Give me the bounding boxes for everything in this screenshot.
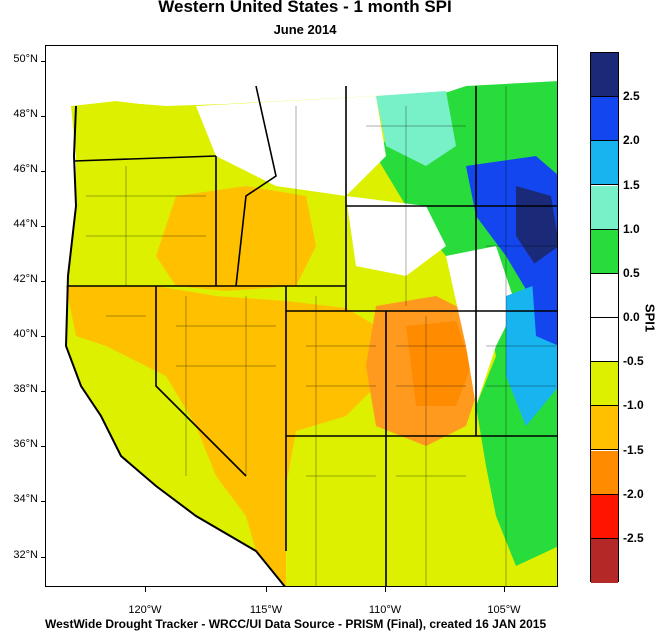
lat-label-46: 46°N bbox=[13, 163, 38, 175]
lat-tick bbox=[41, 171, 46, 172]
lat-label-48: 48°N bbox=[13, 108, 38, 120]
lon-tick bbox=[266, 587, 267, 592]
colorbar-tick-label: -1.0 bbox=[623, 398, 644, 413]
state-boundaries bbox=[68, 85, 557, 586]
coastline bbox=[64, 105, 286, 586]
lat-tick bbox=[41, 391, 46, 392]
lat-label-40: 40°N bbox=[13, 328, 38, 340]
colorbar-segment bbox=[591, 97, 618, 142]
colorbar-segment bbox=[591, 318, 618, 363]
colorbar-segment bbox=[591, 538, 618, 583]
map-subtitle: June 2014 bbox=[273, 22, 337, 37]
colorbar-segment bbox=[591, 141, 618, 186]
lat-label-50: 50°N bbox=[13, 53, 38, 65]
colorbar-tick-label: -2.0 bbox=[623, 486, 644, 501]
lon-label-105: 105°W bbox=[487, 604, 521, 616]
colorbar-tick-label: 2.0 bbox=[623, 133, 640, 148]
neutral-area-wyoming bbox=[346, 196, 446, 276]
county-boundaries bbox=[86, 86, 556, 586]
colorbar-tick-label: 0.0 bbox=[623, 310, 640, 324]
lat-label-36: 36°N bbox=[13, 438, 38, 450]
lat-tick bbox=[41, 446, 46, 447]
colorbar-segment bbox=[591, 362, 618, 407]
lat-label-42: 42°N bbox=[13, 273, 38, 285]
colorbar-tick-label: -0.5 bbox=[623, 354, 644, 369]
colorbar-segment bbox=[591, 53, 618, 98]
colorbar bbox=[590, 52, 619, 583]
colorbar-tick-label: 1.5 bbox=[623, 177, 640, 192]
wet-area-montana bbox=[376, 91, 456, 166]
lat-label-44: 44°N bbox=[13, 218, 38, 230]
lon-tick bbox=[145, 587, 146, 592]
lat-tick bbox=[41, 557, 46, 558]
map-title: Western United States - 1 month SPI bbox=[158, 0, 452, 16]
lat-label-34: 34°N bbox=[13, 493, 38, 505]
lat-label-32: 32°N bbox=[13, 549, 38, 561]
lat-tick bbox=[41, 61, 46, 62]
drought-area-southwest bbox=[66, 286, 396, 586]
drought-area-great-basin bbox=[156, 186, 316, 291]
spi-map-svg bbox=[46, 46, 557, 586]
lat-tick bbox=[41, 226, 46, 227]
colorbar-tick-label: 2.5 bbox=[623, 89, 640, 104]
colorbar-tick-label: 1.0 bbox=[623, 221, 640, 236]
lat-tick bbox=[41, 116, 46, 117]
lon-label-115: 115°W bbox=[249, 604, 283, 616]
colorbar-unit-label: SPI1 bbox=[642, 303, 658, 333]
lat-tick bbox=[41, 281, 46, 282]
lon-tick bbox=[504, 587, 505, 592]
neutral-area-montana bbox=[196, 96, 386, 196]
lon-tick bbox=[385, 587, 386, 592]
wet-area-plains-white bbox=[446, 246, 516, 406]
lat-tick bbox=[41, 336, 46, 337]
footer-credit: WestWide Drought Tracker - WRCC/UI Data … bbox=[45, 617, 547, 631]
colorbar-segment bbox=[591, 406, 618, 451]
colorbar-tick-label: -2.5 bbox=[623, 530, 644, 545]
drought-area-southern-rockies bbox=[406, 321, 471, 406]
colorbar-tick-label: -1.5 bbox=[623, 442, 644, 457]
colorbar-tick-label: 0.5 bbox=[623, 265, 640, 280]
lon-label-110: 110°W bbox=[368, 604, 402, 616]
colorbar-segment bbox=[591, 229, 618, 274]
colorbar-segment bbox=[591, 185, 618, 230]
colorbar-segment bbox=[591, 450, 618, 495]
lat-tick bbox=[41, 501, 46, 502]
colorbar-segment bbox=[591, 273, 618, 318]
lon-label-120: 120°W bbox=[128, 604, 162, 616]
colorbar-segment bbox=[591, 494, 618, 539]
lat-label-38: 38°N bbox=[13, 383, 38, 395]
spi-map bbox=[45, 45, 558, 587]
very-wet-area-kansas bbox=[531, 247, 557, 346]
